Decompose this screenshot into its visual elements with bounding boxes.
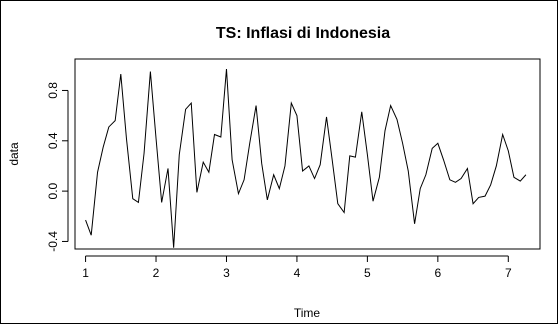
chart-title: TS: Inflasi di Indonesia	[216, 25, 390, 42]
x-tick-label: 7	[505, 266, 512, 280]
y-axis: -0.4 0.0 0.4 0.8	[46, 82, 69, 252]
y-tick-label: 0.4	[46, 132, 60, 149]
x-tick-label: 3	[223, 266, 230, 280]
y-axis-label: data	[7, 142, 21, 166]
x-tick-label: 2	[153, 266, 160, 280]
x-tick-label: 5	[364, 266, 371, 280]
y-tick-label: 0.0	[46, 182, 60, 199]
series-line	[85, 69, 527, 248]
x-axis-label: Time	[294, 306, 321, 320]
y-tick-label: -0.4	[46, 231, 60, 252]
y-tick-label: 0.8	[46, 82, 60, 99]
plot-box	[74, 58, 541, 250]
x-tick-label: 1	[82, 266, 89, 280]
x-tick-label: 4	[294, 266, 301, 280]
x-tick-label: 6	[434, 266, 441, 280]
x-axis: 1 2 3 4 5 6 7	[82, 255, 512, 280]
line-chart: TS: Inflasi di Indonesia 1 2 3 4 5 6 7 -0.4 0.0…	[7, 25, 541, 320]
